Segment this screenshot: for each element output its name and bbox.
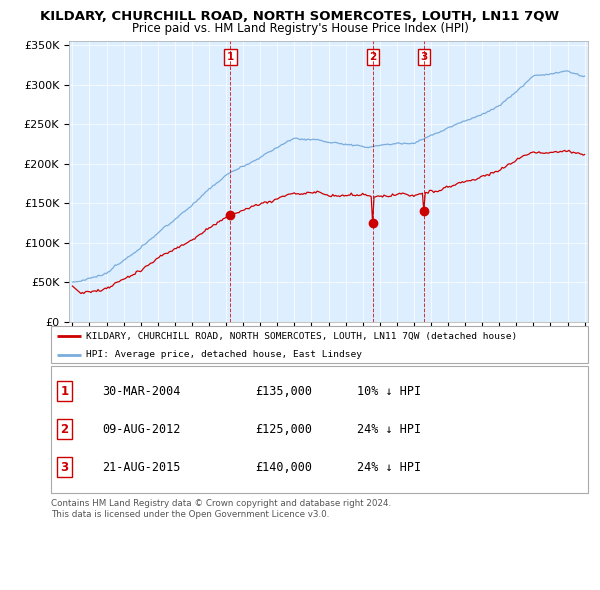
Text: 2: 2: [369, 52, 377, 62]
Text: 2: 2: [61, 422, 68, 436]
Text: 24% ↓ HPI: 24% ↓ HPI: [357, 422, 421, 436]
Text: £140,000: £140,000: [255, 461, 312, 474]
Text: £125,000: £125,000: [255, 422, 312, 436]
Text: 1: 1: [61, 385, 68, 398]
Text: 30-MAR-2004: 30-MAR-2004: [102, 385, 181, 398]
Text: Contains HM Land Registry data © Crown copyright and database right 2024.: Contains HM Land Registry data © Crown c…: [51, 499, 391, 507]
Text: 3: 3: [61, 461, 68, 474]
FancyBboxPatch shape: [51, 366, 588, 493]
Text: 24% ↓ HPI: 24% ↓ HPI: [357, 461, 421, 474]
Text: 1: 1: [227, 52, 234, 62]
Text: Price paid vs. HM Land Registry's House Price Index (HPI): Price paid vs. HM Land Registry's House …: [131, 22, 469, 35]
Text: £135,000: £135,000: [255, 385, 312, 398]
Text: 10% ↓ HPI: 10% ↓ HPI: [357, 385, 421, 398]
Text: KILDARY, CHURCHILL ROAD, NORTH SOMERCOTES, LOUTH, LN11 7QW (detached house): KILDARY, CHURCHILL ROAD, NORTH SOMERCOTE…: [86, 332, 517, 340]
Text: This data is licensed under the Open Government Licence v3.0.: This data is licensed under the Open Gov…: [51, 510, 329, 519]
Text: 21-AUG-2015: 21-AUG-2015: [102, 461, 181, 474]
Text: KILDARY, CHURCHILL ROAD, NORTH SOMERCOTES, LOUTH, LN11 7QW: KILDARY, CHURCHILL ROAD, NORTH SOMERCOTE…: [40, 10, 560, 23]
FancyBboxPatch shape: [51, 326, 588, 363]
Text: 3: 3: [421, 52, 428, 62]
Text: HPI: Average price, detached house, East Lindsey: HPI: Average price, detached house, East…: [86, 350, 362, 359]
Text: 09-AUG-2012: 09-AUG-2012: [102, 422, 181, 436]
